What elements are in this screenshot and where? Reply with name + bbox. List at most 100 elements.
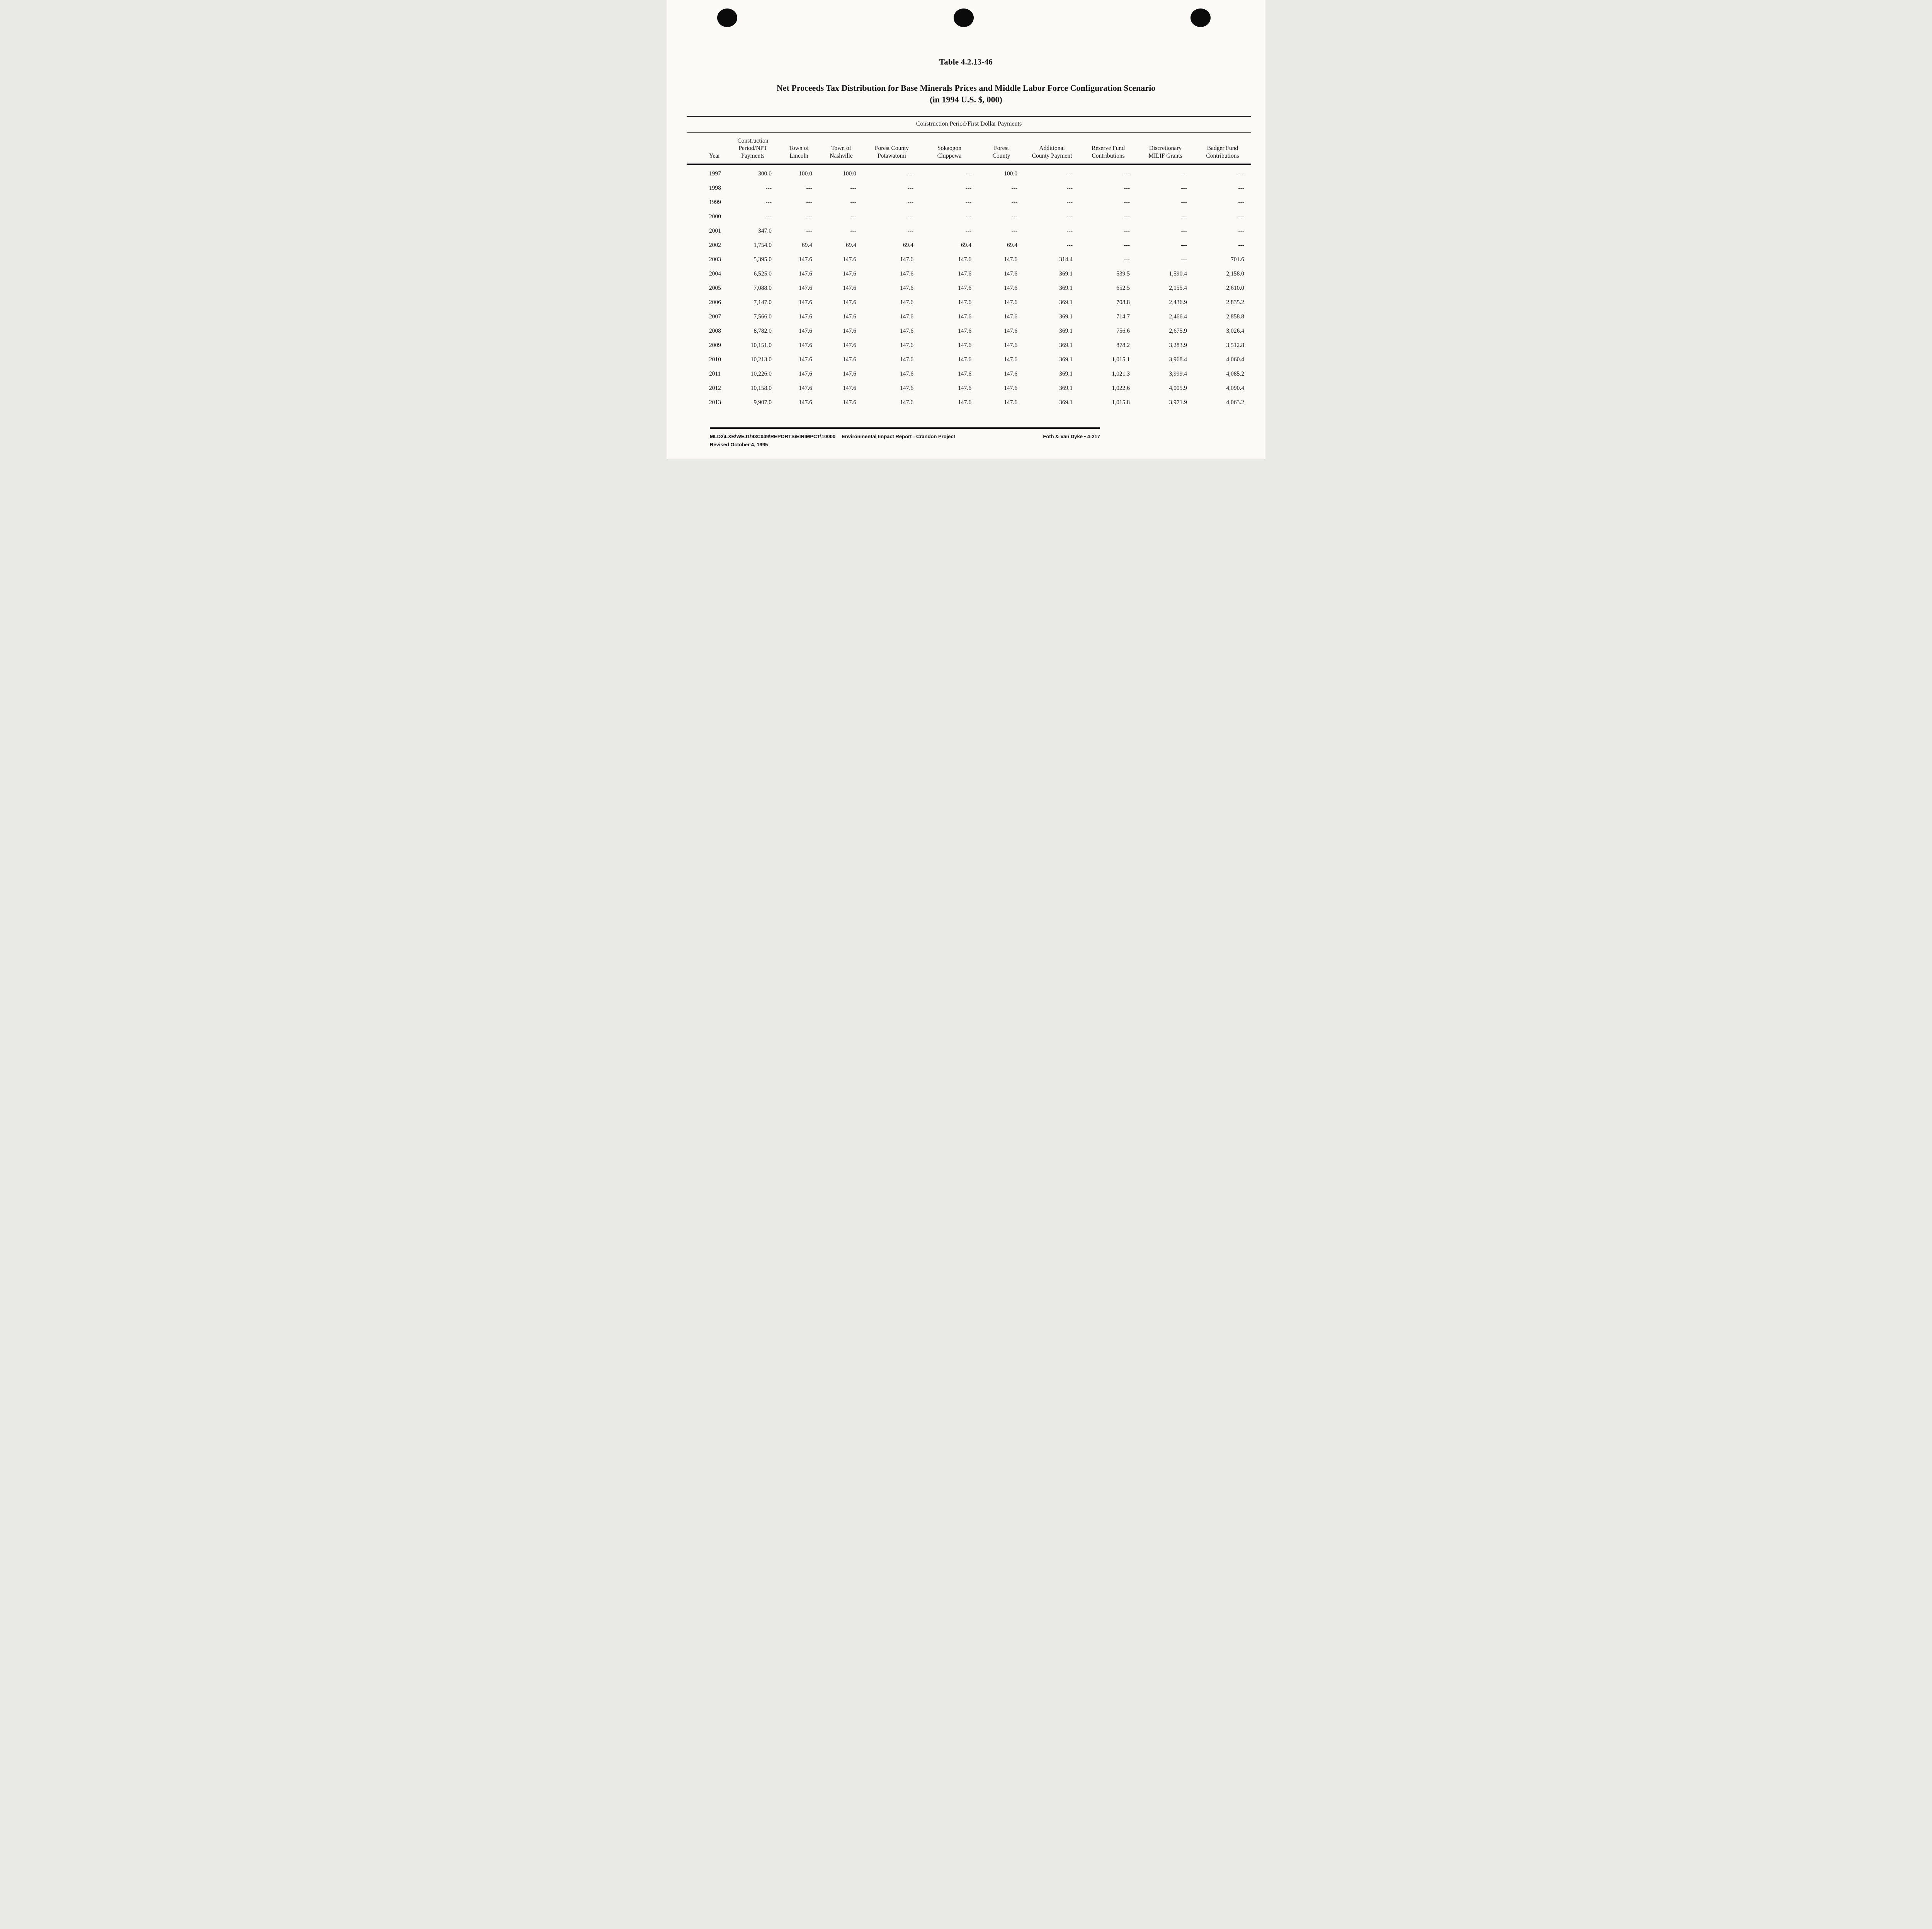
value-cell: 369.1 — [1059, 299, 1073, 306]
column-header: Discretionary MILIF Grants — [1137, 132, 1194, 165]
footer-divider — [710, 427, 1100, 429]
value-cell: --- — [1124, 256, 1130, 263]
value-cell: --- — [1011, 185, 1018, 192]
value-cell: 369.1 — [1059, 270, 1073, 277]
value-cell: 147.6 — [900, 399, 913, 406]
value-cell: 4,060.4 — [1226, 356, 1245, 363]
year-cell: 2006 — [709, 299, 721, 306]
value-cell: --- — [1181, 213, 1187, 220]
value-cell: 69.4 — [1007, 242, 1017, 249]
year-cell: 2008 — [709, 328, 721, 335]
footer-file-path: MLD2\LXB\WEJ1\93C049\REPORTS\EIRIMPCT\10… — [710, 434, 836, 439]
value-cell: --- — [1181, 242, 1187, 249]
value-cell: 147.6 — [900, 285, 913, 292]
value-cell: --- — [765, 185, 772, 192]
document-footer: MLD2\LXB\WEJ1\93C049\REPORTS\EIRIMPCT\10… — [710, 433, 1100, 449]
value-cell: 147.6 — [843, 371, 856, 378]
year-cell: 2001 — [709, 228, 721, 235]
year-cell: 2013 — [709, 399, 721, 406]
table-row: 2003 5,395.0 147.6 147.6 147.6 147.6 147.6 314.… — [687, 253, 1251, 267]
value-cell: --- — [765, 199, 772, 206]
table-row: 2013 9,907.0 147.6 147.6 147.6 147.6 147.6 369.… — [687, 396, 1251, 410]
value-cell: 10,151.0 — [750, 342, 772, 349]
value-cell: --- — [1124, 228, 1130, 235]
value-cell: 369.1 — [1059, 371, 1073, 378]
value-cell: 147.6 — [843, 385, 856, 392]
value-cell: --- — [1066, 199, 1073, 206]
value-cell: 3,283.9 — [1169, 342, 1187, 349]
column-header-year: Year — [687, 132, 727, 165]
value-cell: 147.6 — [958, 270, 971, 277]
value-cell: 4,005.9 — [1169, 385, 1187, 392]
year-cell: 2005 — [709, 285, 721, 292]
value-cell: 147.6 — [900, 299, 913, 306]
value-cell: 147.6 — [1004, 270, 1017, 277]
year-cell: 1997 — [709, 170, 721, 177]
value-cell: --- — [907, 170, 914, 177]
value-cell: 3,971.9 — [1169, 399, 1187, 406]
table-row: 1999 --- --- --- --- --- --- --- --- --- --- — [687, 196, 1251, 210]
value-cell: --- — [1011, 199, 1018, 206]
value-cell: 147.6 — [1004, 385, 1017, 392]
value-cell: 3,968.4 — [1169, 356, 1187, 363]
table-number: Table 4.2.13-46 — [939, 57, 993, 66]
value-cell: 147.6 — [799, 285, 812, 292]
value-cell: 147.6 — [1004, 328, 1017, 335]
column-header: Badger Fund Contributions — [1194, 132, 1252, 165]
value-cell: 1,015.1 — [1112, 356, 1130, 363]
value-cell: --- — [1066, 170, 1073, 177]
value-cell: 69.4 — [961, 242, 971, 249]
value-cell: 147.6 — [900, 342, 913, 349]
year-cell: 2004 — [709, 270, 721, 277]
value-cell: 7,147.0 — [753, 299, 772, 306]
value-cell: 147.6 — [799, 313, 812, 320]
value-cell: --- — [1124, 170, 1130, 177]
value-cell: 2,675.9 — [1169, 328, 1187, 335]
value-cell: 147.6 — [843, 313, 856, 320]
value-cell: 2,158.0 — [1226, 270, 1245, 277]
value-cell: 9,907.0 — [753, 399, 772, 406]
year-cell: 2010 — [709, 356, 721, 363]
value-cell: --- — [765, 213, 772, 220]
value-cell: 147.6 — [958, 356, 971, 363]
data-table-container: Construction Period/First Dollar Payment… — [687, 116, 1252, 410]
value-cell: --- — [806, 228, 813, 235]
value-cell: --- — [1238, 213, 1245, 220]
value-cell: --- — [1181, 228, 1187, 235]
value-cell: 5,395.0 — [753, 256, 772, 263]
value-cell: 369.1 — [1059, 385, 1073, 392]
value-cell: --- — [1066, 228, 1073, 235]
value-cell: 147.6 — [843, 328, 856, 335]
value-cell: 2,610.0 — [1226, 285, 1245, 292]
value-cell: --- — [1124, 213, 1130, 220]
value-cell: --- — [806, 213, 813, 220]
value-cell: 100.0 — [1004, 170, 1017, 177]
value-cell: 652.5 — [1116, 285, 1130, 292]
value-cell: 147.6 — [843, 299, 856, 306]
value-cell: 147.6 — [958, 256, 971, 263]
value-cell: 147.6 — [900, 328, 913, 335]
table-row: 2011 10,226.0 147.6 147.6 147.6 147.6 147.6 369… — [687, 367, 1251, 381]
table-row: 2001 347.0 --- --- --- --- --- --- --- --- --- — [687, 224, 1251, 238]
value-cell: 369.1 — [1059, 313, 1073, 320]
value-cell: 147.6 — [900, 356, 913, 363]
value-cell: 147.6 — [843, 356, 856, 363]
value-cell: 147.6 — [958, 342, 971, 349]
value-cell: 69.4 — [845, 242, 856, 249]
value-cell: 1,590.4 — [1169, 270, 1187, 277]
table-row: 2004 6,525.0 147.6 147.6 147.6 147.6 147.6 369.… — [687, 267, 1251, 281]
value-cell: 701.6 — [1231, 256, 1245, 263]
footer-revision-date: Revised October 4, 1995 — [710, 441, 768, 447]
value-cell: 147.6 — [799, 299, 812, 306]
value-cell: 369.1 — [1059, 356, 1073, 363]
value-cell: 147.6 — [1004, 285, 1017, 292]
value-cell: 708.8 — [1116, 299, 1130, 306]
table-row: 1997 300.0 100.0 100.0 --- --- 100.0 --- --- --- -… — [687, 164, 1251, 181]
value-cell: 714.7 — [1116, 313, 1130, 320]
value-cell: --- — [850, 199, 857, 206]
value-cell: 369.1 — [1059, 342, 1073, 349]
value-cell: 147.6 — [958, 399, 971, 406]
value-cell: --- — [1181, 256, 1187, 263]
value-cell: 147.6 — [843, 342, 856, 349]
year-cell: 2002 — [709, 242, 721, 249]
